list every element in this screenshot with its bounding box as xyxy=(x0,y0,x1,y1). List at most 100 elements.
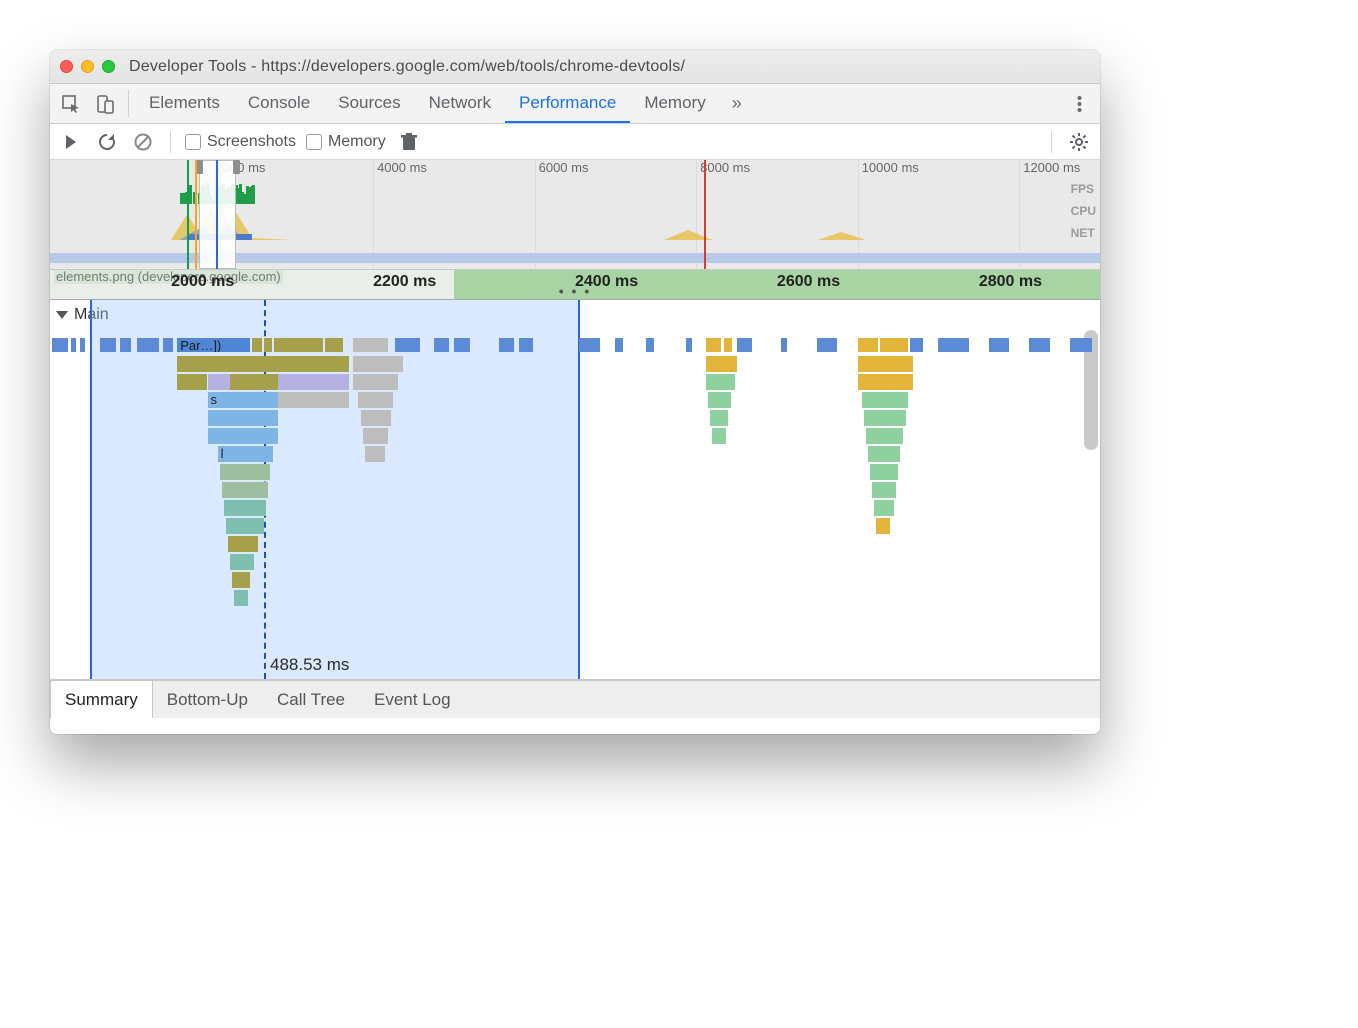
flame-bar[interactable] xyxy=(434,338,449,352)
flame-bar[interactable] xyxy=(230,554,254,570)
flame-bar[interactable] xyxy=(737,338,752,352)
clear-icon[interactable] xyxy=(130,129,156,155)
flame-bar[interactable] xyxy=(274,338,322,352)
flame-bar[interactable] xyxy=(224,500,266,516)
settings-gear-icon[interactable] xyxy=(1066,129,1092,155)
flame-bar[interactable] xyxy=(499,338,514,352)
flame-bar[interactable] xyxy=(710,410,728,426)
flame-bar[interactable] xyxy=(363,428,388,444)
flame-bar[interactable] xyxy=(876,518,890,534)
flame-bar[interactable] xyxy=(880,338,908,352)
flame-bar[interactable] xyxy=(615,338,623,352)
flame-bar[interactable] xyxy=(646,338,654,352)
flame-bar[interactable] xyxy=(1070,338,1092,352)
tab-console[interactable]: Console xyxy=(234,84,324,123)
inspect-element-icon[interactable] xyxy=(54,84,88,123)
flame-bar[interactable] xyxy=(454,338,470,352)
trash-icon[interactable] xyxy=(396,129,422,155)
flame-bar[interactable] xyxy=(361,410,391,426)
flame-bar[interactable] xyxy=(264,338,272,352)
selection-handle[interactable] xyxy=(196,160,203,174)
flame-chart[interactable]: Main 488.53 msPar…])sl xyxy=(50,300,1100,680)
flame-bar[interactable] xyxy=(252,338,262,352)
details-tab-summary[interactable]: Summary xyxy=(50,680,153,718)
flame-bar[interactable] xyxy=(234,590,248,606)
minimize-icon[interactable] xyxy=(81,60,94,73)
flame-bar[interactable] xyxy=(226,518,264,534)
flame-bar[interactable] xyxy=(71,338,76,352)
close-icon[interactable] xyxy=(60,60,73,73)
flame-bar[interactable] xyxy=(120,338,131,352)
details-tab-call-tree[interactable]: Call Tree xyxy=(263,681,360,718)
details-tab-bottom-up[interactable]: Bottom-Up xyxy=(153,681,263,718)
flame-bar[interactable]: l xyxy=(218,446,274,462)
flame-bar[interactable] xyxy=(358,392,393,408)
flame-bar[interactable] xyxy=(365,446,385,462)
flame-bar[interactable] xyxy=(353,338,388,352)
flame-bar[interactable] xyxy=(868,446,900,462)
flame-bar[interactable] xyxy=(874,500,894,516)
flame-bar[interactable] xyxy=(353,374,398,390)
details-tab-event-log[interactable]: Event Log xyxy=(360,681,466,718)
flame-bar[interactable] xyxy=(177,374,207,390)
flame-bar[interactable] xyxy=(866,428,903,444)
flame-bar[interactable] xyxy=(781,338,787,352)
flame-bar[interactable] xyxy=(163,338,173,352)
flame-bar[interactable] xyxy=(208,428,279,444)
flame-bar[interactable] xyxy=(938,338,968,352)
flame-bar[interactable] xyxy=(353,356,403,372)
selection-handle[interactable] xyxy=(233,160,240,174)
memory-checkbox[interactable]: Memory xyxy=(306,133,386,151)
checkbox-icon[interactable] xyxy=(306,134,322,150)
flame-bar[interactable] xyxy=(872,482,896,498)
time-ruler[interactable]: elements.png (developers.google.com) • •… xyxy=(50,270,1100,300)
flame-bar[interactable] xyxy=(706,374,734,390)
flame-bar[interactable] xyxy=(989,338,1009,352)
flame-bar[interactable] xyxy=(712,428,726,444)
flame-bar[interactable] xyxy=(222,482,268,498)
overview-selection[interactable] xyxy=(199,160,235,269)
flame-bar[interactable] xyxy=(870,464,898,480)
flame-bar[interactable] xyxy=(858,356,914,372)
flame-bar[interactable] xyxy=(706,356,736,372)
flame-bar[interactable] xyxy=(858,374,914,390)
flame-bar[interactable] xyxy=(177,356,349,372)
flame-bar[interactable] xyxy=(579,338,600,352)
flame-bar[interactable] xyxy=(910,338,923,352)
flame-bar[interactable] xyxy=(278,374,349,390)
flame-bar[interactable] xyxy=(278,392,349,408)
flame-bar[interactable]: s xyxy=(208,392,279,408)
flame-bar[interactable] xyxy=(228,536,258,552)
flame-bar[interactable] xyxy=(686,338,692,352)
tab-network[interactable]: Network xyxy=(415,84,505,123)
flame-bar[interactable] xyxy=(137,338,159,352)
device-toggle-icon[interactable] xyxy=(88,84,122,123)
flame-bar[interactable] xyxy=(395,338,419,352)
flame-bar[interactable]: Par…]) xyxy=(177,338,250,352)
zoom-icon[interactable] xyxy=(102,60,115,73)
tabs-overflow-icon[interactable]: » xyxy=(720,84,754,123)
flame-bar[interactable] xyxy=(232,572,250,588)
flame-bar[interactable] xyxy=(230,374,278,390)
flame-bar[interactable] xyxy=(208,410,279,426)
flame-bar[interactable] xyxy=(864,410,906,426)
checkbox-icon[interactable] xyxy=(185,134,201,150)
more-menu-icon[interactable] xyxy=(1062,84,1096,123)
flame-bar[interactable] xyxy=(208,374,230,390)
record-icon[interactable] xyxy=(58,129,84,155)
flame-bar[interactable] xyxy=(220,464,270,480)
flame-bar[interactable] xyxy=(706,338,721,352)
flame-bar[interactable] xyxy=(52,338,68,352)
flame-bar[interactable] xyxy=(817,338,837,352)
tab-elements[interactable]: Elements xyxy=(135,84,234,123)
flame-bar[interactable] xyxy=(519,338,532,352)
flame-bar[interactable] xyxy=(1029,338,1049,352)
disclosure-triangle-icon[interactable] xyxy=(56,311,68,319)
tab-sources[interactable]: Sources xyxy=(324,84,414,123)
flame-bar[interactable] xyxy=(858,338,878,352)
flame-bar[interactable] xyxy=(862,392,908,408)
tab-memory[interactable]: Memory xyxy=(630,84,719,123)
flame-bar[interactable] xyxy=(100,338,115,352)
flame-bar[interactable] xyxy=(80,338,85,352)
screenshots-checkbox[interactable]: Screenshots xyxy=(185,133,296,151)
